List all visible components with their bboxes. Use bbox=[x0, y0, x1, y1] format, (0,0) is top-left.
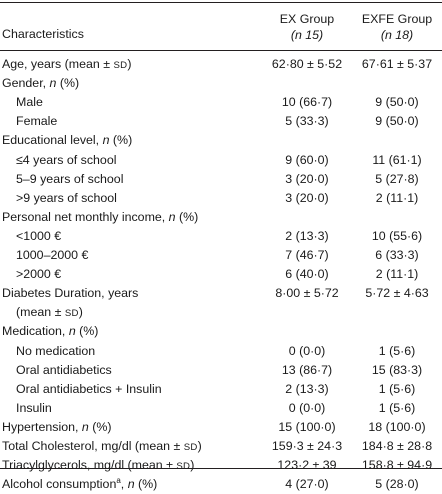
table-row: Gender, n (%) bbox=[0, 74, 442, 93]
table-row: Medication, n (%) bbox=[0, 322, 442, 341]
table-top-rule bbox=[0, 2, 442, 3]
table-row: (mean ± SD) bbox=[0, 303, 442, 322]
exfe-group-value: 5 (28·0) bbox=[375, 477, 419, 492]
table-row: Insulin 0 (0·0) 1 (5·6) bbox=[0, 399, 442, 418]
row-label: ≤4 years of school bbox=[16, 152, 117, 167]
row-label: Oral antidiabetics bbox=[16, 362, 112, 377]
table-row: Educational level, n (%) bbox=[0, 131, 442, 150]
ex-group-value: 8·00 ± 5·72 bbox=[275, 286, 339, 301]
ex-group-value: 10 (66·7) bbox=[281, 95, 333, 110]
ex-group-value: 4 (27·0) bbox=[285, 477, 329, 492]
table-row: 1000–2000 € 7 (46·7) 6 (33·3) bbox=[0, 246, 442, 265]
row-label: Educational level, n (%) bbox=[2, 133, 133, 148]
row-label: >2000 € bbox=[16, 267, 62, 282]
table-row: Oral antidiabetics 13 (86·7) 15 (83·3) bbox=[0, 361, 442, 380]
ex-group-value: 62·80 ± 5·52 bbox=[271, 57, 343, 71]
exfe-group-value: 2 (11·1) bbox=[375, 267, 419, 282]
row-label: (mean ± SD) bbox=[16, 305, 83, 320]
exfe-group-value: 18 (100·0) bbox=[368, 419, 426, 434]
table-row: Total Cholesterol, mg/dl (mean ± SD) 159·… bbox=[0, 437, 442, 456]
table-row: ≤4 years of school 9 (60·0) 11 (61·1) bbox=[0, 151, 442, 170]
row-label: Male bbox=[16, 95, 43, 110]
exfe-group-value: 5·72 ± 4·63 bbox=[365, 286, 429, 301]
ex-group-value: 0 (0·0) bbox=[288, 343, 326, 358]
table-row: >9 years of school 3 (20·0) 2 (11·1) bbox=[0, 189, 442, 208]
table-row: Male 10 (66·7) 9 (50·0) bbox=[0, 93, 442, 112]
exfe-group-value: 158·8 ± 94·9 bbox=[361, 458, 433, 473]
row-label: Oral antidiabetics + Insulin bbox=[16, 381, 162, 396]
ex-group-value: 6 (40·0) bbox=[285, 267, 329, 282]
header-ex-group: EX Group bbox=[279, 12, 335, 26]
table-bottom-rule bbox=[0, 468, 442, 469]
header-exfe-n: (n 18) bbox=[380, 28, 414, 42]
exfe-group-value: 1 (5·6) bbox=[378, 400, 416, 415]
table-row: Alcohol consumptiona, n (%) 4 (27·0) 5 (28… bbox=[0, 475, 442, 494]
table-row: Oral antidiabetics + Insulin 2 (13·3) 1 (5… bbox=[0, 380, 442, 399]
table-row: Age, years (mean ± SD) 62·80 ± 5·52 67·61 … bbox=[0, 55, 442, 74]
ex-group-value: 3 (20·0) bbox=[285, 171, 329, 186]
table-row: No medication 0 (0·0) 1 (5·6) bbox=[0, 342, 442, 361]
ex-group-value: 15 (100·0) bbox=[278, 419, 336, 434]
ex-group-value: 13 (86·7) bbox=[281, 362, 333, 377]
ex-group-value: 2 (13·3) bbox=[285, 381, 329, 396]
ex-group-value: 0 (0·0) bbox=[288, 400, 326, 415]
row-label: Alcohol consumptiona, n (%) bbox=[2, 476, 158, 492]
exfe-group-value: 184·8 ± 28·8 bbox=[361, 439, 433, 453]
row-label: Total Cholesterol, mg/dl (mean ± SD) bbox=[2, 439, 202, 453]
row-label: Hypertension, n (%) bbox=[2, 419, 112, 434]
row-label: 5–9 years of school bbox=[16, 171, 124, 186]
table-row: Female 5 (33·3) 9 (50·0) bbox=[0, 112, 442, 131]
header-exfe-group: EXFE Group bbox=[361, 12, 433, 26]
row-label: No medication bbox=[16, 343, 96, 358]
ex-group-value: 9 (60·0) bbox=[285, 152, 329, 167]
ex-group-value: 159·3 ± 24·3 bbox=[271, 439, 343, 453]
row-label: Diabetes Duration, years bbox=[2, 286, 139, 301]
table-row: Personal net monthly income, n (%) bbox=[0, 208, 442, 227]
exfe-group-value: 5 (27·8) bbox=[375, 171, 419, 186]
exfe-group-value: 1 (5·6) bbox=[378, 381, 416, 396]
table-row: <1000 € 2 (13·3) 10 (55·6) bbox=[0, 227, 442, 246]
exfe-group-value: 15 (83·3) bbox=[371, 362, 423, 377]
ex-group-value: 2 (13·3) bbox=[285, 228, 329, 243]
table-row: Diabetes Duration, years 8·00 ± 5·72 5·72 … bbox=[0, 284, 442, 303]
table-row: >2000 € 6 (40·0) 2 (11·1) bbox=[0, 265, 442, 284]
row-label: Personal net monthly income, n (%) bbox=[2, 209, 199, 224]
row-label: >9 years of school bbox=[16, 190, 117, 205]
row-label: Gender, n (%) bbox=[2, 76, 80, 91]
ex-group-value: 7 (46·7) bbox=[285, 248, 329, 262]
row-label: 1000–2000 € bbox=[16, 248, 89, 262]
header-characteristics: Characteristics bbox=[2, 27, 84, 41]
row-label: Triacylglycerols, mg/dl (mean ± SD) bbox=[2, 458, 195, 473]
exfe-group-value: 10 (55·6) bbox=[371, 228, 423, 243]
ex-group-value: 123·2 ± 39 bbox=[277, 458, 337, 473]
ex-group-value: 5 (33·3) bbox=[285, 114, 329, 129]
table-row: 5–9 years of school 3 (20·0) 5 (27·8) bbox=[0, 170, 442, 189]
row-label: Medication, n (%) bbox=[2, 324, 99, 339]
exfe-group-value: 11 (61·1) bbox=[372, 152, 422, 167]
header-bottom-rule bbox=[0, 50, 442, 51]
exfe-group-value: 67·61 ± 5·37 bbox=[361, 57, 433, 71]
table-row: Triacylglycerols, mg/dl (mean ± SD) 123·2… bbox=[0, 456, 442, 475]
exfe-group-value: 1 (5·6) bbox=[378, 343, 416, 358]
exfe-group-value: 9 (50·0) bbox=[375, 114, 419, 129]
ex-group-value: 3 (20·0) bbox=[285, 190, 329, 205]
header-ex-n: (n 15) bbox=[290, 28, 324, 42]
row-label: Insulin bbox=[16, 400, 52, 415]
row-label: <1000 € bbox=[16, 228, 62, 243]
table-row: Hypertension, n (%) 15 (100·0) 18 (100·0) bbox=[0, 418, 442, 437]
row-label: Female bbox=[16, 114, 58, 129]
exfe-group-value: 6 (33·3) bbox=[375, 248, 419, 262]
exfe-group-value: 2 (11·1) bbox=[375, 190, 419, 205]
exfe-group-value: 9 (50·0) bbox=[375, 95, 419, 110]
row-label: Age, years (mean ± SD) bbox=[2, 57, 132, 71]
